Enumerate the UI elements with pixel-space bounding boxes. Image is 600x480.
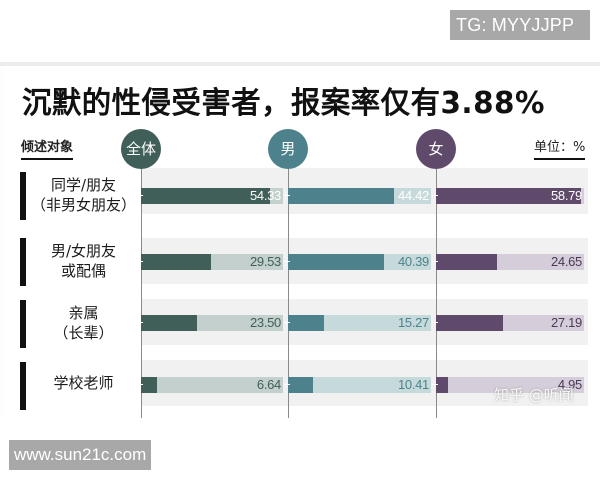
bar-track: 54.33 [137,188,283,204]
bar-track: 15.27 [284,315,431,331]
column-header-female: 女 [416,129,456,169]
bar-value-label: 23.50 [249,315,281,330]
bar-track: 27.19 [432,315,584,331]
bar-track: 29.53 [137,254,283,270]
bar-tick [284,322,290,323]
bar-fill [436,254,497,270]
row-marker [20,362,26,410]
chart-panel: 沉默的性侵受害者，报案率仅有3.88% 倾述对象 单位：% 全体 男 女 同学/… [0,62,600,418]
bar-value-label: 24.65 [550,254,582,269]
row-marker [20,172,26,220]
bar-value-label: 6.64 [256,377,281,392]
row-label-relatives: 亲属 （长辈） [26,303,141,343]
bar-track: 4.95 [432,377,584,393]
bar-tick [432,322,438,323]
bar-tick [284,261,290,262]
unit-label: 单位：% [534,136,586,160]
bar-value-label: 10.41 [397,377,429,392]
axis-line-all [141,158,142,418]
bar-value-label: 27.19 [550,315,582,330]
watermark-top: TG: MYYJJPP [450,10,590,40]
bar-fill [141,377,157,393]
subject-heading: 倾述对象 [21,136,74,160]
bar-fill [288,315,325,331]
bar-track: 24.65 [432,254,584,270]
bar-value-label: 29.53 [249,254,281,269]
bar-track: 10.41 [284,377,431,393]
bar-fill [288,188,394,204]
watermark-zhihu: 知乎 @听闻 [494,386,574,404]
bar-tick [432,384,438,385]
row-label-line1: 亲属 [68,304,99,322]
bar-tick [137,322,143,323]
row-label-partner: 男/女朋友 或配偶 [26,241,141,281]
bar-fill [436,188,581,204]
row-label-line2: （长辈） [53,324,114,342]
row-label-line2: （非男女朋友） [30,196,136,214]
bar-value-label: 40.39 [397,254,429,269]
bar-tick [432,195,438,196]
row-marker [20,238,26,286]
bar-value-label: 15.27 [397,315,429,330]
bar-track: 44.42 [284,188,431,204]
bar-tick [137,195,143,196]
bar-track: 58.79 [432,188,584,204]
bar-fill [288,254,385,270]
row-label-line1: 男/女朋友 [50,242,117,260]
row-label-line1: 同学/朋友 [50,176,117,194]
bar-tick [137,261,143,262]
bar-fill [288,377,313,393]
chart-canvas: 沉默的性侵受害者，报案率仅有3.88% 倾述对象 单位：% 全体 男 女 同学/… [4,66,600,418]
bar-fill [141,254,211,270]
row-label-classmates: 同学/朋友 （非男女朋友） [26,175,141,215]
row-label-line2: 或配偶 [60,262,106,280]
axis-line-female [436,158,437,418]
watermark-bottom: www.sun21c.com [9,440,151,470]
chart-title: 沉默的性侵受害者，报案率仅有3.88% [22,86,545,121]
bar-tick [284,384,290,385]
bar-value-label: 58.79 [550,188,582,203]
bar-fill [436,315,504,331]
bar-track: 6.64 [137,377,283,393]
bar-tick [432,261,438,262]
bar-tick [284,195,290,196]
row-label-teachers: 学校老师 [26,373,141,393]
row-marker [20,300,26,348]
bar-fill [436,377,449,393]
bar-fill [141,315,197,331]
column-header-all: 全体 [121,129,161,169]
bar-tick [137,384,143,385]
bar-value-label: 4.95 [557,377,582,392]
bar-track: 23.50 [137,315,283,331]
bar-value-label: 54.33 [249,188,281,203]
bar-fill [141,188,270,204]
row-label-line1: 学校老师 [53,374,114,392]
bar-track: 40.39 [284,254,431,270]
column-header-male: 男 [268,129,308,169]
bar-value-label: 44.42 [397,188,429,203]
axis-line-male [288,158,289,418]
